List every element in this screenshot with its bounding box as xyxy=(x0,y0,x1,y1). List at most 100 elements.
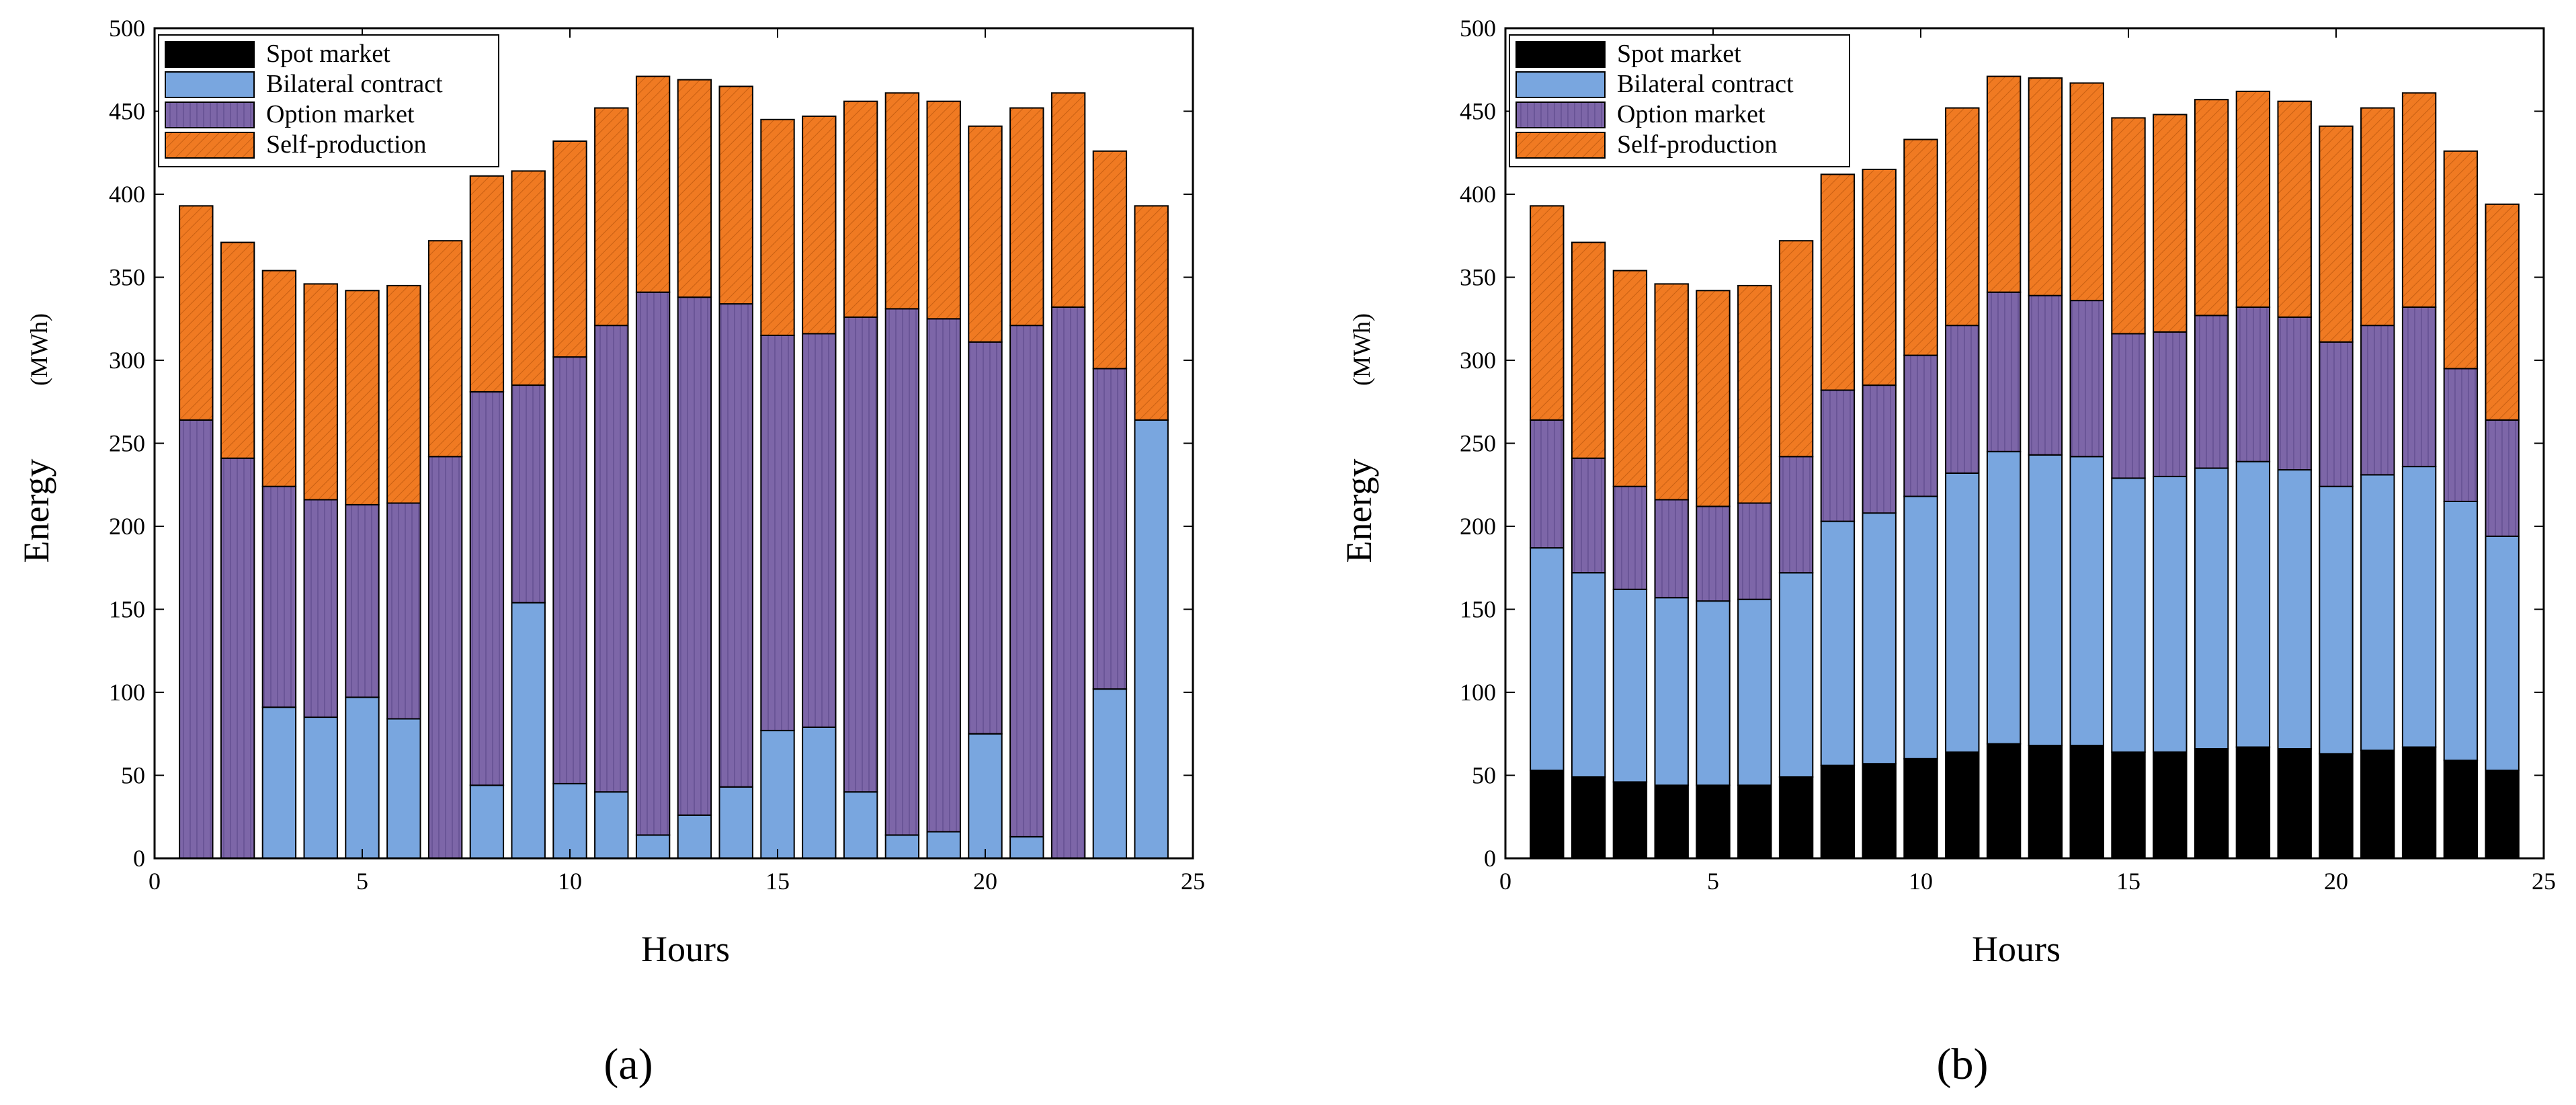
bar-a-h22-s2 xyxy=(1050,306,1086,859)
bar-b-h8-s1 xyxy=(1820,520,1856,766)
y-tick-label-a: 350 xyxy=(109,264,145,291)
bar-b-h23-s3 xyxy=(2443,150,2479,370)
bar-a-h17-s2 xyxy=(843,316,878,793)
bar-b-h13-s0 xyxy=(2028,745,2063,859)
bar-a-h20-s1 xyxy=(968,733,1003,860)
bar-b-h18-s0 xyxy=(2235,746,2271,859)
bar-a-h22-s3 xyxy=(1050,92,1086,308)
bar-a-h12-s3 xyxy=(635,75,671,293)
bar-a-h5-s2 xyxy=(345,503,380,698)
bar-b-h23-s0 xyxy=(2443,760,2479,860)
bar-a-h3-s3 xyxy=(261,270,297,487)
bar-b-h4-s1 xyxy=(1654,597,1689,786)
x-tick-label-a: 5 xyxy=(356,868,368,895)
bar-b-h21-s2 xyxy=(2360,325,2395,476)
bar-a-h21-s3 xyxy=(1009,107,1044,327)
bar-a-h14-s3 xyxy=(718,85,753,305)
y-tick-label-a: 400 xyxy=(109,181,145,208)
bar-b-h3-s2 xyxy=(1612,485,1648,590)
y-tick-label-a: 500 xyxy=(109,15,145,42)
bar-b-h3-s0 xyxy=(1612,781,1648,860)
bar-a-h10-s2 xyxy=(552,356,587,784)
bar-a-h6-s1 xyxy=(386,718,421,859)
bar-b-h17-s1 xyxy=(2194,467,2229,749)
bar-b-h20-s2 xyxy=(2319,341,2354,487)
x-axis-label-a: Hours xyxy=(641,929,730,969)
bar-a-h20-s3 xyxy=(968,125,1003,343)
bar-b-h24-s3 xyxy=(2485,203,2520,421)
bar-a-h11-s1 xyxy=(594,791,629,859)
y-tick-label-a: 100 xyxy=(109,679,145,706)
bar-a-h13-s2 xyxy=(677,296,712,816)
bar-b-h9-s1 xyxy=(1862,512,1897,765)
bar-a-h11-s3 xyxy=(594,107,629,327)
bar-b-h13-s2 xyxy=(2028,294,2063,456)
bar-b-h16-s1 xyxy=(2153,475,2188,753)
bar-b-h2-s1 xyxy=(1571,572,1606,778)
bar-b-h18-s1 xyxy=(2235,460,2271,748)
bar-b-h4-s0 xyxy=(1654,784,1689,860)
bar-a-h1-s2 xyxy=(179,419,214,859)
bar-a-h12-s1 xyxy=(635,834,671,860)
bar-a-h24-s1 xyxy=(1134,419,1169,859)
x-tick-label-b: 5 xyxy=(1707,868,1719,895)
bar-b-h20-s1 xyxy=(2319,485,2354,755)
x-tick-label-a: 25 xyxy=(1181,868,1205,895)
bar-b-h9-s2 xyxy=(1862,384,1897,514)
bar-b-h8-s3 xyxy=(1820,173,1856,391)
bar-a-h17-s3 xyxy=(843,100,878,318)
bar-a-h5-s1 xyxy=(345,696,380,860)
bar-a-h12-s2 xyxy=(635,291,671,836)
bar-b-h7-s2 xyxy=(1778,456,1814,574)
bar-b-h16-s0 xyxy=(2153,751,2188,860)
bar-a-h14-s2 xyxy=(718,303,753,788)
x-tick-label-b: 10 xyxy=(1909,868,1933,895)
bar-b-h22-s3 xyxy=(2401,92,2437,308)
bar-b-h16-s3 xyxy=(2153,114,2188,333)
bar-a-h18-s1 xyxy=(884,834,920,860)
bar-a-h4-s3 xyxy=(303,283,338,501)
bar-b-h13-s1 xyxy=(2028,454,2063,747)
y-tick-label-a: 0 xyxy=(133,845,145,872)
legend-swatch-a-1 xyxy=(165,71,255,98)
bar-b-h9-s3 xyxy=(1862,169,1897,386)
bar-a-h1-s3 xyxy=(179,205,214,421)
bar-a-h18-s3 xyxy=(884,92,920,310)
bar-b-h19-s2 xyxy=(2277,316,2312,470)
y-tick-label-a: 250 xyxy=(109,430,145,457)
bar-b-h12-s1 xyxy=(1986,450,2022,745)
bar-a-h9-s3 xyxy=(511,170,546,386)
y-tick-label-a: 300 xyxy=(109,347,145,374)
bar-a-h10-s3 xyxy=(552,140,587,358)
bar-b-h7-s1 xyxy=(1778,572,1814,778)
x-tick-label-b: 20 xyxy=(2324,868,2348,895)
bar-b-h21-s0 xyxy=(2360,749,2395,859)
chart-panel-b: 0 50 100 150 200 250 300 350 400 450 500 0 5 10 15 20 25… xyxy=(1339,15,2556,1089)
bar-b-h18-s2 xyxy=(2235,306,2271,462)
y-axis-label-b: Energy xyxy=(1339,459,1379,563)
bar-b-h5-s1 xyxy=(1696,600,1731,786)
bar-b-h23-s1 xyxy=(2443,501,2479,762)
bar-b-h12-s0 xyxy=(1986,743,2022,859)
bar-a-h24-s3 xyxy=(1134,205,1169,421)
x-tick-label-b: 25 xyxy=(2532,868,2556,895)
bar-b-h1-s1 xyxy=(1530,547,1565,772)
bar-a-h20-s2 xyxy=(968,341,1003,735)
bar-a-h16-s3 xyxy=(802,115,837,335)
bar-b-h11-s3 xyxy=(1945,107,1980,327)
y-tick-label-b: 100 xyxy=(1460,679,1496,706)
bars-b xyxy=(1530,75,2520,860)
bar-b-h2-s3 xyxy=(1571,241,1606,459)
y-tick-label-b: 350 xyxy=(1460,264,1496,291)
y-axis-label-a: Energy xyxy=(16,459,56,563)
bar-b-h11-s1 xyxy=(1945,473,1980,753)
legend-label-a-0: Spot market xyxy=(266,40,390,68)
bar-b-h10-s1 xyxy=(1903,495,1938,760)
bar-b-h8-s2 xyxy=(1820,389,1856,522)
bar-b-h11-s0 xyxy=(1945,751,1980,860)
chart-panel-a: 0 50 100 150 200 250 300 350 400 450 500 0 5 10 15 20 25… xyxy=(16,15,1205,1089)
bar-b-h15-s1 xyxy=(2111,477,2146,753)
bar-b-h1-s0 xyxy=(1530,770,1565,859)
